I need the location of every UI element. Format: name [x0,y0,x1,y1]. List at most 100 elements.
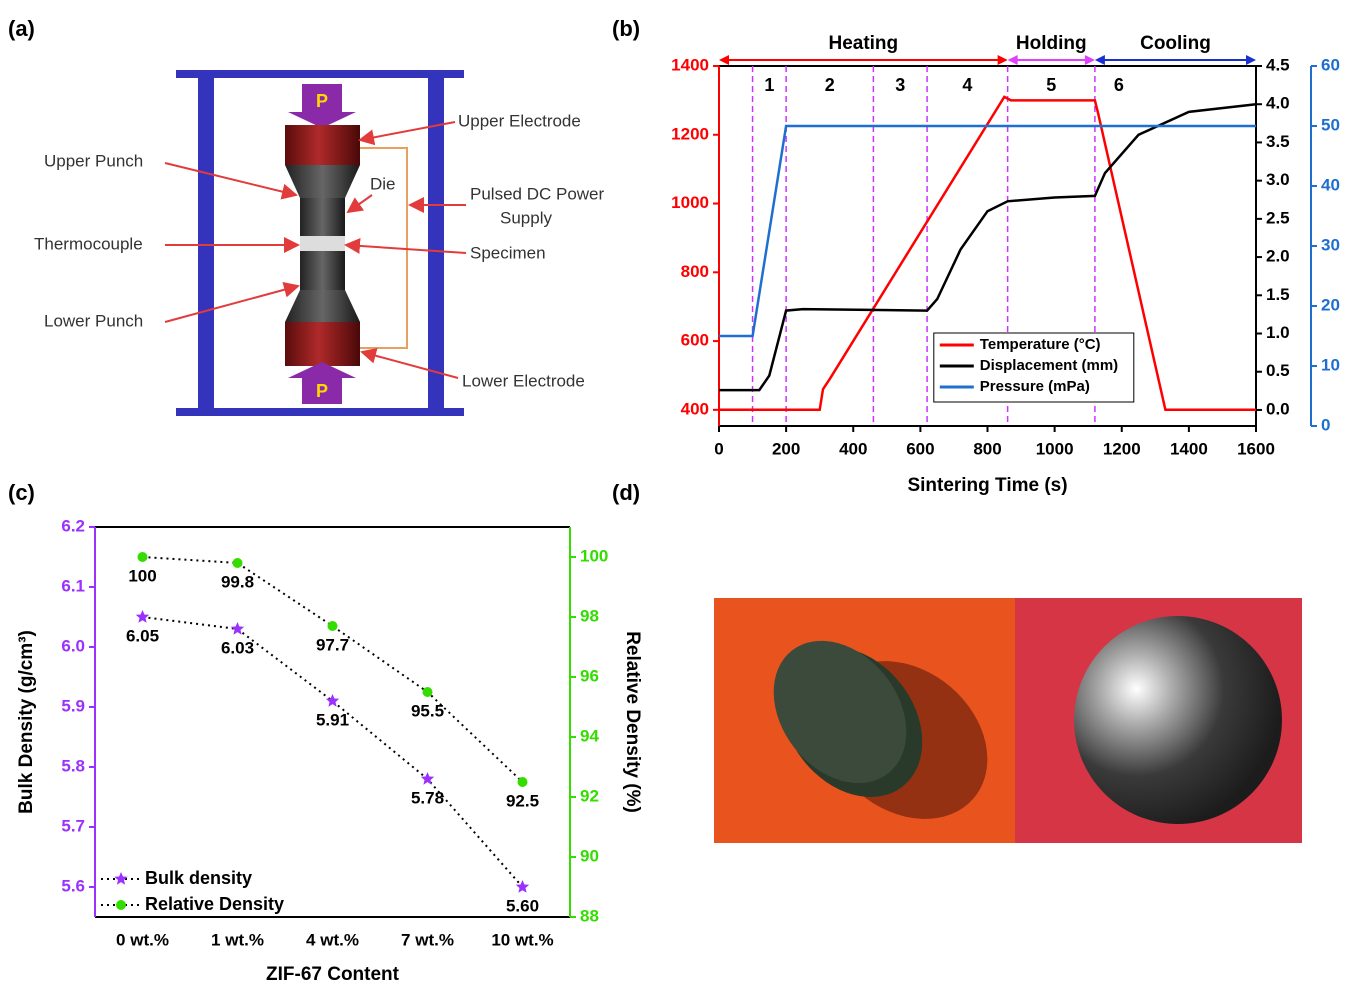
y-tick-label: 10 [1321,355,1340,374]
x-tick-label: 10 wt.% [491,930,553,949]
point [423,687,433,697]
y-tick-label: 5.7 [61,816,85,835]
legend-marker [114,872,127,885]
x-tick-label: 600 [906,439,934,458]
diagram-label: Die [370,174,396,193]
y-tick-label: 1000 [671,193,709,212]
y-tick-label: 5.9 [61,696,85,715]
legend-label: Bulk density [145,868,252,888]
y-tick-label: 800 [681,262,709,281]
y-tick-label: 30 [1321,235,1340,254]
y-tick-label: 6.0 [61,636,85,655]
phase-label: 5 [1046,75,1056,95]
x-tick-label: 7 wt.% [401,930,454,949]
y-tick-label: 2.0 [1266,247,1290,266]
y-axis-label: Bulk Density (g/cm³) [16,630,37,814]
data-label: 97.7 [316,635,349,654]
diagram-label: Lower Punch [44,311,143,330]
data-label: 92.5 [506,791,539,810]
y-tick-label: 40 [1321,175,1340,194]
specimen [300,236,345,251]
y-tick-label: 92 [580,786,599,805]
data-label: 6.03 [221,638,254,657]
point [233,558,243,568]
y-tick-label: 0 [1321,415,1330,434]
data-label: 99.8 [221,572,254,591]
y-tick-label: 50 [1321,115,1340,134]
data-label: 6.05 [126,626,159,645]
y-tick-label: 5.8 [61,756,85,775]
data-label: 100 [128,566,156,585]
lower-electrode [285,322,360,366]
x-tick-label: 800 [973,439,1001,458]
phase-label: 3 [895,75,905,95]
stage-label: Holding [1016,33,1087,54]
point [231,622,244,635]
y-tick-label: 6.2 [61,516,85,535]
x-tick-label: 400 [839,439,867,458]
y-tick-label: 3.5 [1266,132,1290,151]
panel-label: (b) [612,16,640,41]
y-tick-label: 0.5 [1266,361,1290,380]
y-tick-label: 1.0 [1266,323,1290,342]
legend-label: Temperature (°C) [980,336,1101,353]
x-tick-label: 1000 [1036,439,1074,458]
y-tick-label: 2.5 [1266,208,1290,227]
data-label: 5.60 [506,896,539,915]
diagram-label: Thermocouple [34,234,143,253]
y-tick-label: 4.5 [1266,55,1290,74]
y-tick-label: 4.0 [1266,94,1290,113]
x-axis-label: Sintering Time (s) [907,475,1067,496]
series-line [143,617,523,887]
frame [198,70,214,416]
phase-label: 4 [962,75,972,95]
point [328,621,338,631]
y-tick-label: 1400 [671,55,709,74]
x-tick-label: 1 wt.% [211,930,264,949]
diagram-label: Upper Electrode [458,111,581,130]
x-tick-label: 0 wt.% [116,930,169,949]
x-tick-label: 1600 [1237,439,1275,458]
y-tick-label: 1.5 [1266,285,1290,304]
series-line [143,557,523,782]
legend-label: Pressure (mPa) [980,378,1090,395]
diagram-label: Specimen [470,243,546,262]
y-tick-label: 5.6 [61,876,85,895]
point [136,610,149,623]
panel-label: (a) [8,16,35,41]
x-tick-label: 1400 [1170,439,1208,458]
y-tick-label: 94 [580,726,599,745]
coin [1074,616,1282,824]
frame [176,408,464,416]
phase-label: 6 [1114,75,1124,95]
y-tick-label: 96 [580,666,599,685]
x-tick-label: 4 wt.% [306,930,359,949]
y-tick-label: 0.0 [1266,399,1290,418]
force-label: P [316,381,328,401]
panel-label: (c) [8,480,35,505]
point [518,777,528,787]
data-label: 5.78 [411,788,444,807]
y-tick-label: 60 [1321,55,1340,74]
phase-label: 2 [825,75,835,95]
frame [176,70,464,78]
y-tick-label: 400 [681,399,709,418]
panel-label: (d) [612,480,640,505]
y-tick-label: 90 [580,846,599,865]
y-axis-label: Relative Density (%) [622,631,643,813]
legend-label: Relative Density [145,894,284,914]
upper-electrode [285,125,360,165]
force-label: P [316,91,328,111]
diagram-label: Pulsed DC Power [470,184,605,203]
series-line [719,126,1256,336]
y-tick-label: 6.1 [61,576,85,595]
y-tick-label: 20 [1321,295,1340,314]
point [138,552,148,562]
x-tick-label: 1200 [1103,439,1141,458]
y-tick-label: 100 [580,546,608,565]
diagram-label: Upper Punch [44,151,143,170]
figure: (a) (b) (c) (d) P P Upper Electrode [0,0,1347,986]
point [326,694,339,707]
diagram-label: Supply [500,208,552,227]
phase-label: 1 [764,75,774,95]
